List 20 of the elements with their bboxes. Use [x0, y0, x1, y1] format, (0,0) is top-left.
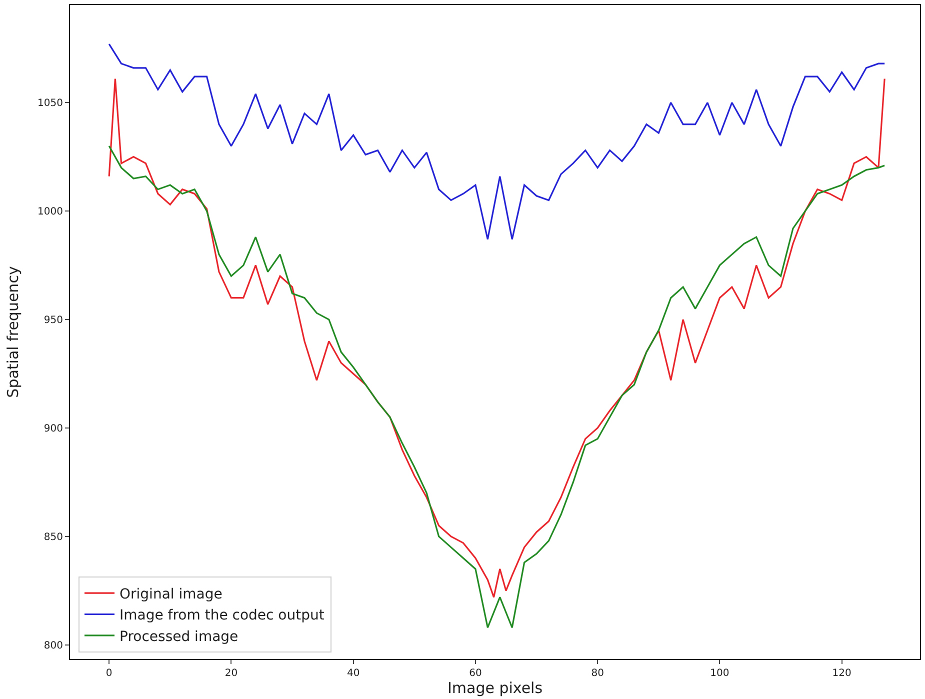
- legend-label: Original image: [120, 586, 222, 603]
- x-tick-label: 80: [591, 668, 604, 679]
- legend-label: Processed image: [120, 628, 238, 645]
- x-tick-label: 20: [224, 668, 238, 679]
- y-tick-label: 900: [44, 423, 63, 434]
- y-axis-title: Spatial frequency: [4, 266, 22, 398]
- legend-label: Image from the codec output: [120, 608, 325, 624]
- x-tick-label: 60: [469, 668, 482, 679]
- x-tick-label: 100: [710, 668, 730, 679]
- line-series: [108, 43, 886, 240]
- y-tick-label: 800: [44, 640, 63, 652]
- y-tick-label: 1050: [38, 98, 63, 110]
- y-tick-label: 850: [44, 532, 63, 543]
- x-axis-title: Image pixels: [447, 679, 543, 697]
- x-tick-label: 40: [346, 668, 360, 679]
- y-tick-label: 950: [44, 315, 63, 326]
- line-series: [108, 145, 886, 628]
- x-tick-label: 120: [832, 668, 852, 679]
- x-tick-label: 0: [106, 668, 112, 679]
- y-tick-label: 1000: [38, 206, 63, 218]
